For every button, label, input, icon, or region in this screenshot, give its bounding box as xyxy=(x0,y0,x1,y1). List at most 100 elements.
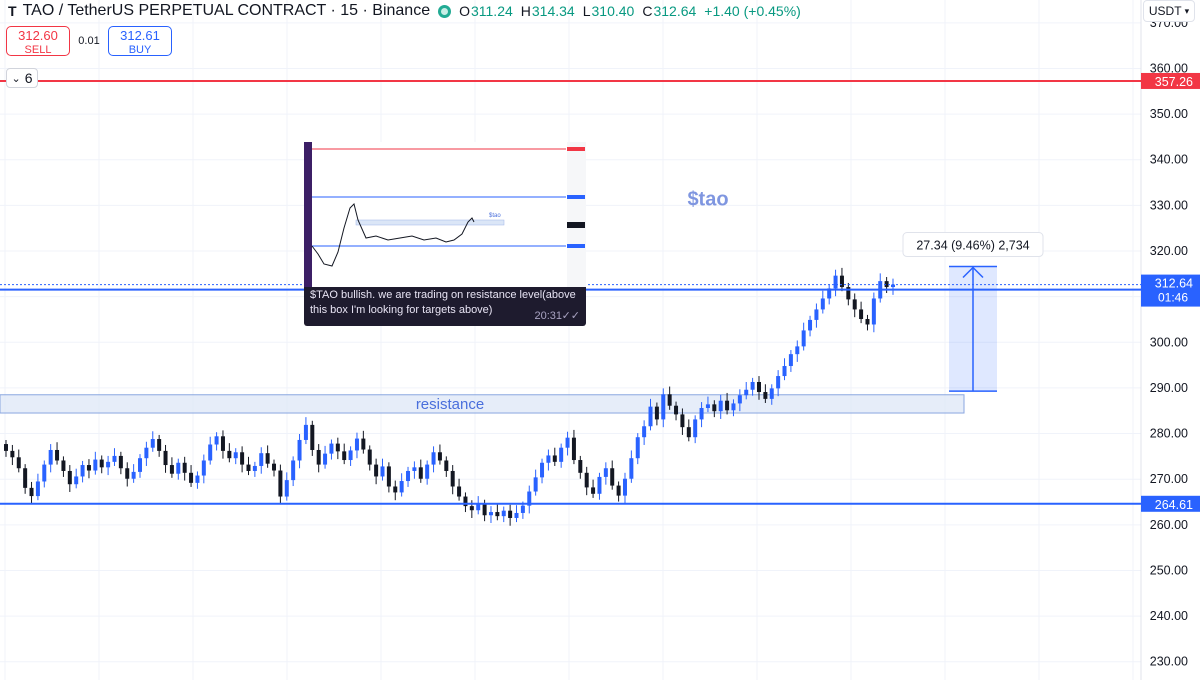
candle-body xyxy=(629,458,634,479)
candle-body xyxy=(693,419,698,438)
candle-body xyxy=(839,275,844,288)
candle-body xyxy=(788,354,793,367)
candle-countdown: 01:46 xyxy=(1158,291,1188,305)
candle-body xyxy=(265,453,270,464)
candle-body xyxy=(144,447,149,459)
candle-body xyxy=(584,472,589,488)
measure-label: 27.34 (9.46%) 2,734 xyxy=(916,239,1029,253)
candle-body xyxy=(699,408,704,420)
trade-panel: 312.60 SELL 0.01 312.61 BUY xyxy=(6,26,172,58)
candle-body xyxy=(565,437,570,448)
candle-body xyxy=(246,464,251,471)
candle-body xyxy=(686,427,691,438)
candle-body xyxy=(801,330,806,347)
symbol-title[interactable]: TAO / TetherUS PERPETUAL CONTRACT · 15 ·… xyxy=(22,2,431,19)
candle-body xyxy=(406,470,411,482)
tradingview-logo-icon: T xyxy=(8,3,17,19)
chart-header: T TAO / TetherUS PERPETUAL CONTRACT · 15… xyxy=(8,0,801,22)
buy-price: 312.61 xyxy=(120,28,160,43)
buy-button[interactable]: 312.61 BUY xyxy=(108,26,172,56)
svg-text:$tao: $tao xyxy=(489,213,501,219)
y-axis-tick-label: 230.00 xyxy=(1150,655,1188,669)
inset-message: $TAO bullish. we are trading on resistan… xyxy=(310,289,576,316)
resistance-label: resistance xyxy=(416,396,484,413)
candle-body xyxy=(367,449,372,465)
candle-body xyxy=(374,464,379,477)
candle-body xyxy=(348,450,353,461)
sell-button[interactable]: 312.60 SELL xyxy=(6,26,70,56)
candle-body xyxy=(540,462,545,478)
candle-body xyxy=(86,465,91,471)
spread-value: 0.01 xyxy=(78,35,100,47)
candle-body xyxy=(48,449,53,465)
currency-selector[interactable]: USDT ▾ xyxy=(1143,0,1195,22)
y-axis-tick-label: 350.00 xyxy=(1150,107,1188,121)
candle-body xyxy=(871,298,876,325)
candle-body xyxy=(316,449,321,465)
candle-body xyxy=(482,503,487,516)
candle-body xyxy=(201,460,206,476)
candle-body xyxy=(859,309,864,320)
candle-body xyxy=(74,476,79,485)
candle-body xyxy=(55,449,60,461)
candle-body xyxy=(195,475,200,483)
read-receipt-icon: ✓✓ xyxy=(561,310,580,322)
candle-body xyxy=(80,465,85,477)
candle-body xyxy=(380,466,385,477)
candle-body xyxy=(763,392,768,399)
candle-body xyxy=(252,465,257,471)
inset-chart-image: $tao xyxy=(304,142,586,287)
candle-body xyxy=(508,510,513,518)
candle-body xyxy=(520,505,525,513)
candle-body xyxy=(361,438,366,450)
candle-body xyxy=(661,394,666,420)
candle-body xyxy=(476,503,481,511)
candle-body xyxy=(10,450,15,458)
ohlc-low: L310.40 xyxy=(582,3,635,19)
ohlc-high: H314.34 xyxy=(520,3,575,19)
candle-body xyxy=(272,463,277,471)
candle-body xyxy=(533,477,538,492)
candle-body xyxy=(808,319,813,331)
y-axis-tick-label: 360.00 xyxy=(1150,61,1188,75)
candle-body xyxy=(176,462,181,474)
y-axis-tick-label: 340.00 xyxy=(1150,153,1188,167)
candle-body xyxy=(795,346,800,355)
candle-body xyxy=(725,400,730,411)
y-axis-tick-label: 330.00 xyxy=(1150,198,1188,212)
candle-body xyxy=(329,443,334,454)
candle-body xyxy=(16,457,21,469)
chevron-down-icon: ⌄ xyxy=(11,72,21,85)
price-label: 264.61 xyxy=(1155,498,1193,512)
candle-body xyxy=(118,455,123,469)
candle-body xyxy=(578,460,583,473)
sell-label: SELL xyxy=(24,44,52,56)
inset-time: 20:31 xyxy=(534,310,562,322)
y-axis-tick-label: 260.00 xyxy=(1150,518,1188,532)
candle-body xyxy=(35,481,40,497)
candle-body xyxy=(827,288,832,299)
candle-body xyxy=(259,453,264,466)
candle-body xyxy=(674,405,679,415)
candle-body xyxy=(208,444,213,461)
candle-body xyxy=(495,512,500,517)
candle-body xyxy=(597,476,602,494)
candle-body xyxy=(546,455,551,463)
price-label-box xyxy=(1141,495,1200,512)
last-price-box xyxy=(1141,274,1200,307)
candle-body xyxy=(776,376,781,389)
candle-body xyxy=(610,468,615,486)
candle-body xyxy=(712,404,717,412)
candle-body xyxy=(591,487,596,494)
candle-body xyxy=(23,468,28,488)
y-axis-tick-label: 280.00 xyxy=(1150,427,1188,441)
indicators-toggle[interactable]: ⌄ 6 xyxy=(6,68,38,88)
price-change: +1.40 (+0.45%) xyxy=(704,3,801,19)
candle-body xyxy=(891,284,895,288)
candle-body xyxy=(182,462,187,473)
candle-body xyxy=(782,366,787,377)
candle-body xyxy=(29,487,34,497)
market-status-icon[interactable] xyxy=(438,4,452,18)
candle-body xyxy=(112,455,117,462)
